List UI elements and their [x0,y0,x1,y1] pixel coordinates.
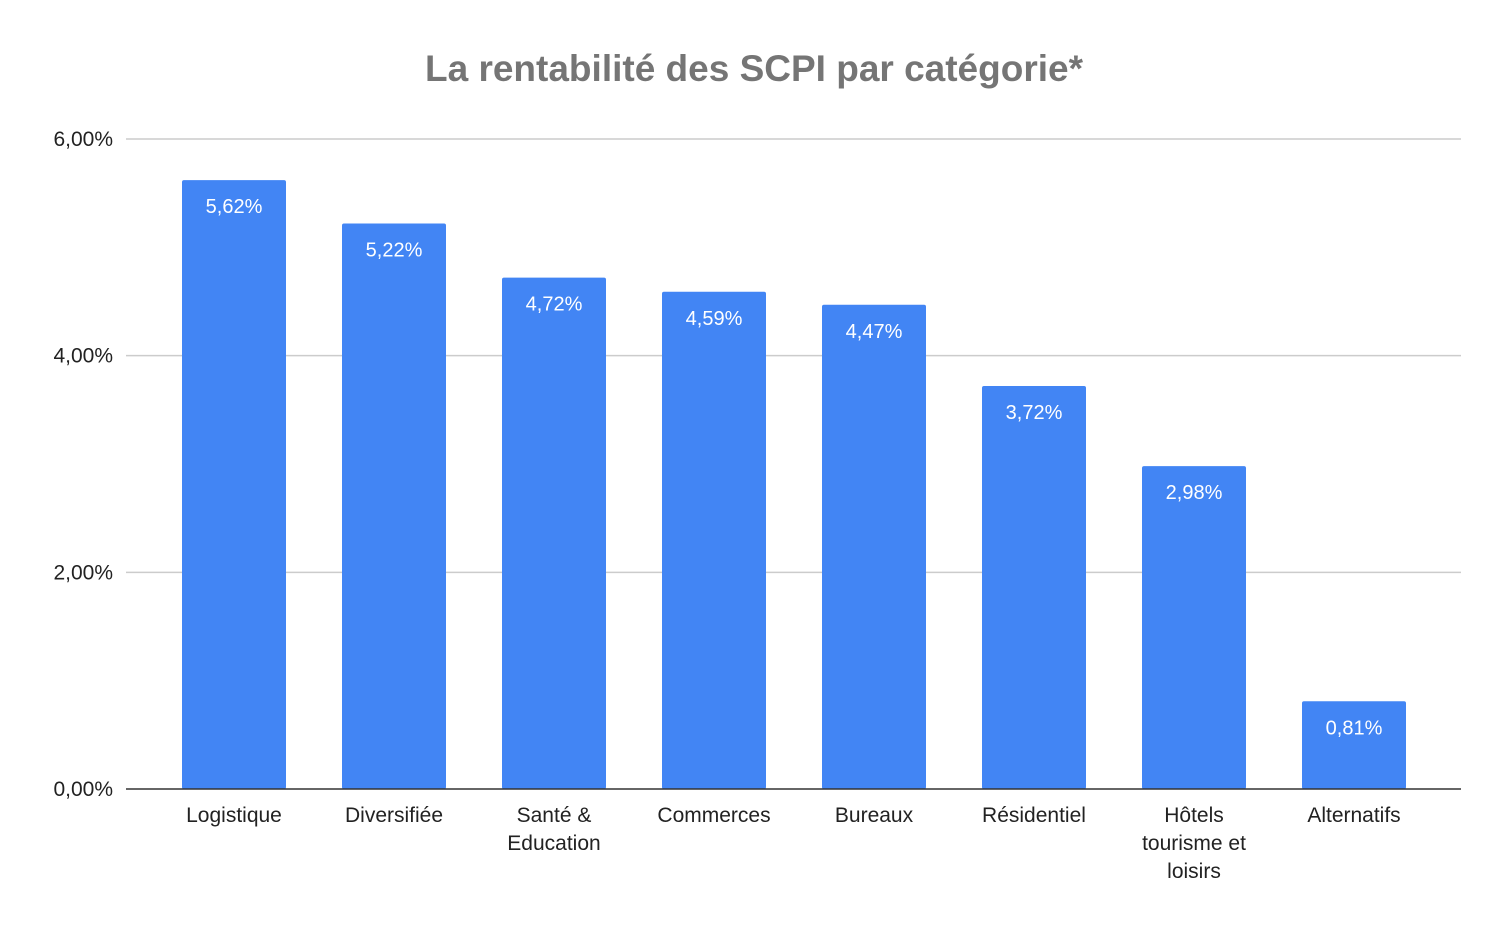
y-axis-ticks: 0,00% 2,00% 4,00% 6,00% [53,128,113,801]
bars [182,180,1406,789]
y-tick-label: 6,00% [53,128,113,151]
data-label: 5,62% [206,196,263,218]
x-axis-categories: Logistique Diversifiée Santé & Education Com… [186,804,1401,883]
bar [1302,701,1406,789]
bar [342,223,446,789]
bar [822,304,926,789]
category-label: Diversifiée [345,804,443,827]
chart-title: La rentabilité des SCPI par catégorie* [425,48,1083,89]
y-tick-label: 4,00% [53,345,113,368]
data-label: 4,72% [526,294,583,316]
category-label: Hôtels tourisme et loisirs [1142,804,1246,883]
category-label: Alternatifs [1307,804,1400,827]
y-tick-label: 2,00% [53,561,113,584]
data-label: 4,59% [686,308,743,330]
category-label: Résidentiel [982,804,1086,827]
bar [502,277,606,789]
category-label: Logistique [186,804,282,827]
category-label: Commerces [657,804,770,827]
bar [182,180,286,789]
bar [662,291,766,789]
data-labels: 5,62% 5,22% 4,72% 4,59% 4,47% 3,72% 2,98% 0,81% [206,196,1383,739]
data-label: 3,72% [1006,402,1063,424]
data-label: 0,81% [1326,717,1383,739]
bar [1142,466,1246,789]
bar [982,386,1086,789]
category-label: Bureaux [835,804,914,827]
data-label: 2,98% [1166,482,1223,504]
data-label: 5,22% [366,240,423,262]
category-label: Santé & Education [507,804,600,855]
data-label: 4,47% [846,321,903,343]
gridlines [126,138,1461,574]
y-tick-label: 0,00% [53,778,113,801]
